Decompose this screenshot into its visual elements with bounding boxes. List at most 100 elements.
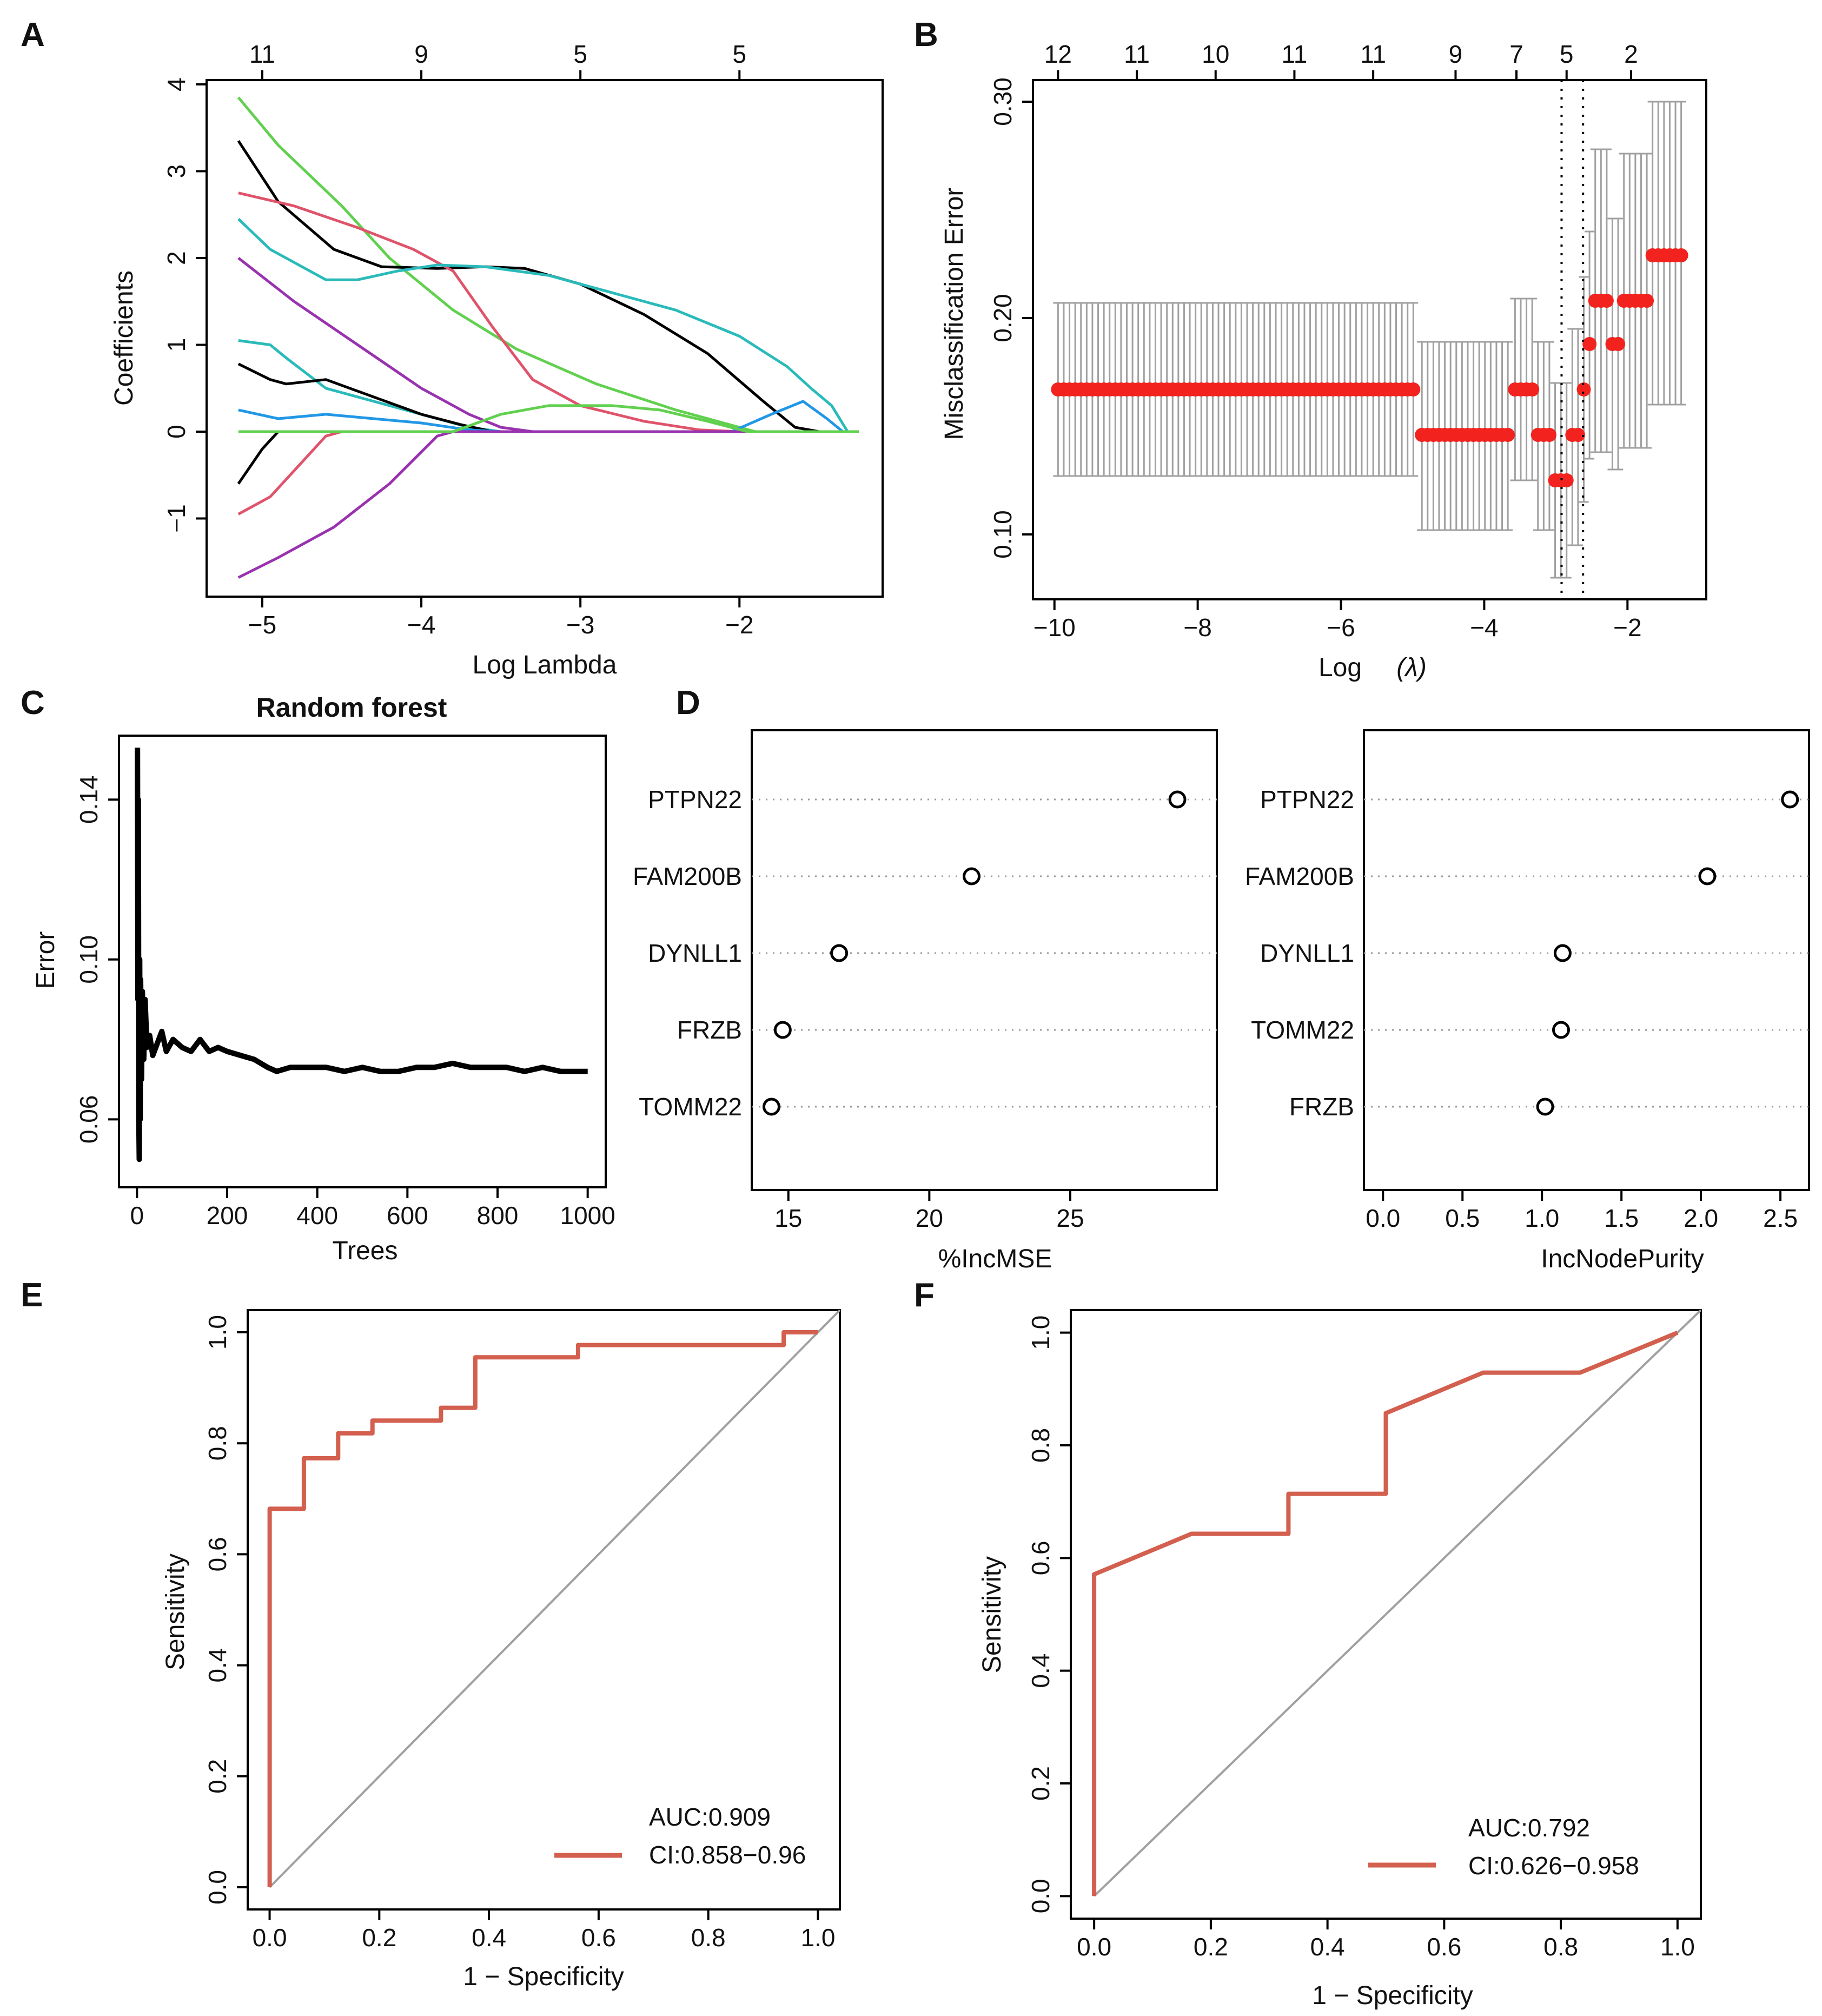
top-tick-label: 11: [249, 40, 275, 68]
y-tick-label: 0.2: [1026, 1766, 1055, 1801]
x-tick-label: 1.0: [1660, 1933, 1695, 1961]
x-tick-label: 2.0: [1684, 1204, 1718, 1232]
cv-error-point: [1576, 382, 1591, 396]
x-tick-label: 0.2: [1194, 1933, 1228, 1961]
top-tick-label: 2: [1624, 40, 1638, 68]
plot-frame: [118, 735, 607, 1188]
coefficient-path-red2: [237, 430, 859, 515]
x-tick-label: 800: [477, 1201, 519, 1230]
y-tick-label: 0.0: [1026, 1879, 1055, 1913]
x-tick-label: 20: [916, 1204, 943, 1232]
x-tick-label: 200: [207, 1201, 248, 1230]
x-tick-label: 0.4: [472, 1924, 506, 1952]
coefficient-path-green2: [238, 404, 859, 433]
importance-point: [1552, 1021, 1570, 1039]
x-tick-label: 400: [296, 1201, 338, 1230]
x-tick-label: −3: [566, 611, 594, 639]
legend-ci: CI:0.858−0.96: [649, 1841, 806, 1869]
panel-e-roc-curve: 0.0 0.2 0.4 0.6 0.8 1.0 0.0 0.2 0.4 0.6 0.8 1.0 AUC…: [161, 1309, 841, 1991]
importance-point: [1536, 1098, 1554, 1116]
x-tick-label: 0.6: [1427, 1933, 1461, 1961]
category-label: FAM200B: [1245, 862, 1354, 890]
diagonal-reference-line: [269, 1309, 841, 1888]
category-label: PTPN22: [648, 785, 742, 814]
y-tick-label: 0: [162, 425, 190, 439]
top-tick-label: 9: [1449, 40, 1463, 68]
category-label: FAM200B: [633, 862, 742, 890]
cv-error-point: [1611, 337, 1626, 351]
y-tick-label: 0.30: [989, 77, 1017, 126]
category-label: FRZB: [677, 1016, 742, 1044]
coefficient-path-cyan: [237, 217, 859, 433]
x-tick-label: 0.4: [1310, 1933, 1345, 1961]
importance-point: [1781, 790, 1799, 809]
category-label: PTPN22: [1260, 785, 1354, 814]
diagonal-reference-line: [1093, 1309, 1702, 1897]
x-axis-label: Trees: [333, 1237, 398, 1265]
x-axis-label-log: Log: [1319, 653, 1362, 682]
plot-frame: [1032, 79, 1707, 600]
top-tick-label: 10: [1202, 40, 1229, 68]
y-tick-label: 0.6: [1026, 1541, 1055, 1575]
panel-label-a: A: [21, 16, 45, 54]
cv-error-point: [1640, 294, 1654, 308]
x-tick-label: 15: [774, 1204, 802, 1232]
cv-error-point: [1559, 473, 1574, 487]
coefficient-path-purple2: [237, 430, 859, 579]
x-tick-label: 1.5: [1604, 1204, 1639, 1232]
y-tick-label: 1.0: [203, 1315, 231, 1350]
x-tick-label: 1000: [560, 1201, 615, 1230]
y-tick-label: 1: [162, 338, 190, 352]
x-tick-label: −5: [248, 611, 276, 639]
panel-label-d: D: [676, 684, 700, 722]
cv-error-point: [1582, 337, 1597, 351]
coefficient-path-black2: [237, 362, 859, 433]
plot-frame: [206, 79, 884, 598]
coefficient-path-green: [237, 96, 859, 433]
legend-auc: AUC:0.909: [649, 1803, 771, 1831]
y-tick-label: 0.20: [989, 294, 1017, 342]
cv-error-point: [1674, 248, 1688, 262]
x-axis-label: 1 − Specificity: [463, 1962, 624, 1991]
importance-point: [773, 1021, 792, 1039]
y-tick-label: 1.0: [1026, 1316, 1055, 1350]
category-label: TOMM22: [639, 1093, 742, 1121]
panel-b-cv-misclassification: −10 −8 −6 −4 −2 0.10 0.20 0.30 12 11 10 11 11 9 7 5 2 Lo…: [940, 40, 1707, 682]
legend-ci: CI:0.626−0.958: [1468, 1852, 1639, 1880]
panel-f-roc-curve: 0.0 0.2 0.4 0.6 0.8 1.0 0.0 0.2 0.4 0.6 0.8 1.0 AUC…: [978, 1309, 1702, 2010]
y-tick-label: 0.10: [989, 510, 1017, 559]
y-axis-label: Misclassification Error: [940, 188, 969, 440]
y-tick-label: 0.8: [203, 1426, 231, 1460]
x-axis-label: IncNodePurity: [1541, 1245, 1704, 1273]
x-tick-label: −4: [407, 611, 435, 639]
x-tick-label: 25: [1056, 1204, 1084, 1232]
y-tick-label: 4: [162, 77, 190, 91]
x-tick-label: 0.0: [253, 1924, 287, 1952]
top-tick-label: 11: [1360, 40, 1386, 68]
category-label: DYNLL1: [648, 939, 742, 967]
panel-label-b: B: [914, 16, 938, 54]
y-tick-label: 3: [162, 164, 190, 179]
y-tick-label: 0.2: [203, 1759, 231, 1794]
x-tick-label: 1.0: [1525, 1204, 1559, 1232]
chart-title: Random forest: [256, 692, 447, 723]
top-tick-label: 11: [1124, 40, 1150, 68]
plot-frame: [1363, 729, 1810, 1191]
coefficient-path-red: [238, 191, 859, 433]
top-tick-label: 7: [1509, 40, 1523, 68]
oob-error-line: [135, 748, 588, 1162]
top-tick-label: 5: [1560, 40, 1574, 68]
cv-error-point: [1501, 428, 1515, 442]
top-tick-label: 9: [414, 40, 428, 68]
panel-label-f: F: [914, 1277, 935, 1314]
top-tick-label: 12: [1044, 40, 1072, 68]
cv-error-point: [1571, 428, 1585, 442]
y-tick-label: 0.6: [203, 1537, 231, 1571]
panel-label-c: C: [21, 684, 45, 722]
x-axis-label-lambda: (λ): [1396, 653, 1427, 682]
y-tick-label: −1: [162, 504, 190, 532]
plot-frame: [247, 1309, 841, 1911]
importance-point: [830, 944, 849, 962]
importance-point: [1168, 790, 1187, 809]
